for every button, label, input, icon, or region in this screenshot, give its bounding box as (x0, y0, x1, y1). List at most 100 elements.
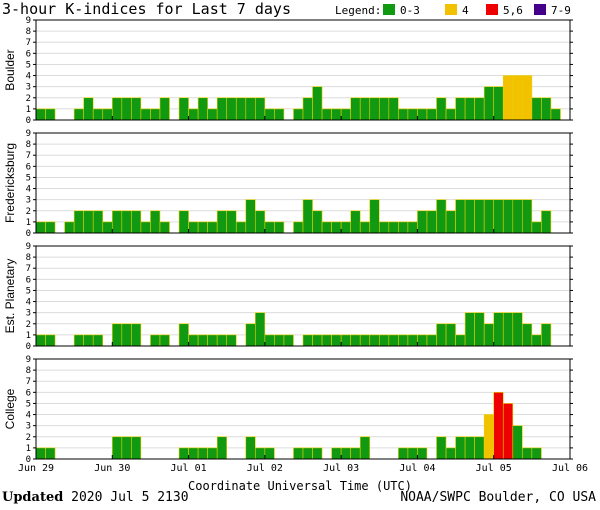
bar (436, 199, 447, 234)
bar (235, 97, 247, 121)
bar (522, 75, 533, 121)
bar (131, 436, 142, 460)
bar (255, 312, 266, 347)
bar (102, 221, 113, 234)
bar (426, 210, 437, 234)
bar (522, 323, 533, 347)
bar (464, 199, 475, 234)
footer-source: NOAA/SWPC Boulder, CO USA (400, 490, 596, 505)
bar (331, 447, 342, 460)
bar (502, 199, 514, 234)
bar (207, 108, 218, 121)
bar (483, 199, 495, 234)
bar (474, 97, 485, 121)
bar (178, 97, 189, 121)
bar (226, 97, 237, 121)
bar (340, 108, 351, 121)
bar (331, 108, 342, 121)
legend-swatch (534, 4, 546, 15)
bar (35, 334, 46, 347)
bar (398, 447, 409, 460)
bar (131, 210, 142, 234)
bar (359, 436, 371, 460)
x-tick-label: Jul 06 (552, 463, 588, 474)
bar (550, 108, 561, 121)
bar (188, 447, 199, 460)
bar (245, 199, 256, 234)
panel-label: Boulder (3, 49, 17, 90)
y-tick-label: 3 (26, 83, 31, 93)
bar (159, 221, 170, 234)
bar (407, 447, 418, 460)
y-tick-label: 5 (26, 286, 31, 296)
bar (45, 221, 56, 234)
bar (417, 108, 428, 121)
bar (350, 334, 361, 347)
bar (340, 221, 351, 234)
y-tick-label: 9 (26, 242, 31, 252)
y-tick-label: 5 (26, 60, 31, 70)
bar (359, 221, 371, 234)
bar (274, 108, 285, 121)
bar (264, 334, 275, 347)
bar (83, 210, 94, 234)
bar (483, 323, 495, 347)
bar (216, 97, 228, 121)
y-tick-label: 0 (26, 229, 31, 239)
bar (426, 108, 437, 121)
y-tick-label: 7 (26, 377, 31, 387)
bar (398, 108, 409, 121)
bar (436, 97, 447, 121)
bar (312, 447, 323, 460)
bar (264, 221, 275, 234)
bar (121, 323, 132, 347)
bar (378, 334, 390, 347)
bar (531, 221, 542, 234)
panel-frame (35, 19, 571, 121)
bar (73, 108, 84, 121)
bar (436, 323, 447, 347)
bar (531, 334, 542, 347)
bar (197, 334, 208, 347)
bar (359, 334, 371, 347)
bar (159, 97, 170, 121)
legend-item-label: 0-3 (400, 4, 420, 17)
bar (455, 334, 466, 347)
bar (216, 436, 228, 460)
y-tick-label: 7 (26, 264, 31, 274)
bar (150, 334, 161, 347)
bar (255, 97, 266, 121)
bar (159, 334, 170, 347)
bar (407, 108, 418, 121)
bar (111, 97, 123, 121)
bar (417, 210, 428, 234)
legend-label: Legend: (335, 4, 381, 17)
bar (35, 108, 46, 121)
updated-label: Updated (2, 490, 64, 505)
bar (150, 210, 161, 234)
bar (216, 210, 228, 234)
bar (407, 334, 418, 347)
x-tick-label: Jul 05 (476, 463, 512, 474)
bar (131, 97, 142, 121)
y-tick-label: 6 (26, 49, 31, 59)
bar (111, 210, 123, 234)
bar (445, 447, 456, 460)
panel-frame (35, 245, 571, 347)
bar (226, 210, 237, 234)
bar (178, 447, 189, 460)
bar (111, 436, 123, 460)
bar (378, 97, 390, 121)
bar (512, 425, 523, 460)
bar (83, 334, 94, 347)
y-tick-label: 1 (26, 218, 31, 228)
bar (331, 221, 342, 234)
bar (464, 436, 475, 460)
bar (140, 108, 151, 121)
y-tick-label: 4 (26, 72, 31, 82)
y-tick-label: 8 (26, 27, 31, 37)
x-tick-label: Jul 04 (399, 463, 435, 474)
legend-item-label: 4 (462, 4, 469, 17)
bar (178, 323, 189, 347)
bar (312, 86, 323, 121)
